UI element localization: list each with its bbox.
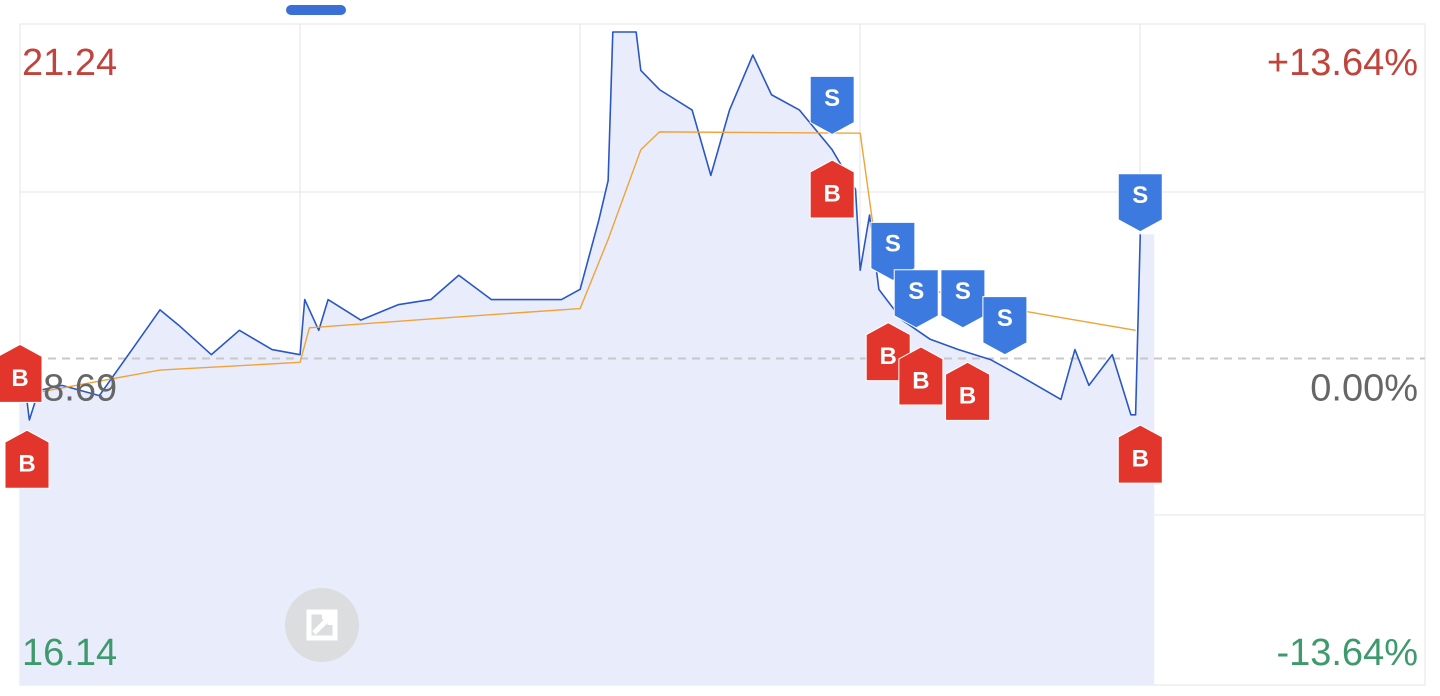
trade-marker: B [4, 429, 50, 489]
marker-shape [809, 159, 855, 219]
marker-label: B [912, 367, 929, 394]
expand-icon [306, 609, 338, 641]
marker-label: B [959, 383, 976, 410]
marker-shape [945, 361, 991, 421]
marker-label: S [908, 278, 924, 305]
y-tick-label: 21.24 [22, 42, 117, 84]
trade-marker: B [0, 343, 43, 403]
y2-tick-label: 0.00% [1310, 368, 1418, 410]
trade-marker: S [870, 221, 916, 281]
marker-shape [1117, 424, 1163, 484]
marker-shape [1117, 173, 1163, 233]
marker-label: S [824, 85, 840, 112]
price-line [19, 31, 1142, 421]
marker-shape [982, 296, 1028, 356]
drag-handle[interactable] [286, 5, 346, 15]
marker-shape [898, 346, 944, 406]
trade-marker: B [1117, 424, 1163, 484]
trade-marker: S [893, 269, 939, 329]
marker-label: S [1132, 182, 1148, 209]
y2-tick-label: -13.64% [1276, 632, 1418, 674]
marker-label: S [885, 231, 901, 258]
marker-label: S [955, 278, 971, 305]
trade-marker: S [1117, 173, 1163, 233]
marker-shape [893, 269, 939, 329]
trade-marker: S [809, 75, 855, 136]
trade-marker: S [982, 296, 1028, 356]
expand-button[interactable] [285, 588, 359, 662]
marker-shape [0, 343, 43, 403]
marker-label: B [11, 365, 28, 392]
marker-label: S [997, 305, 1013, 332]
trade-marker: B [945, 361, 991, 421]
trade-marker: B [898, 346, 944, 406]
trade-marker: S [940, 269, 986, 329]
marker-label: B [18, 451, 35, 478]
trade-marker: B [809, 159, 855, 219]
y2-tick-label: +13.64% [1267, 42, 1418, 84]
marker-label: B [1132, 445, 1149, 472]
marker-shape [4, 429, 50, 489]
marker-label: B [880, 343, 897, 370]
marker-shape [940, 269, 986, 329]
y-tick-label: 16.14 [22, 632, 117, 674]
marker-shape [809, 75, 855, 136]
marker-label: B [824, 180, 841, 207]
